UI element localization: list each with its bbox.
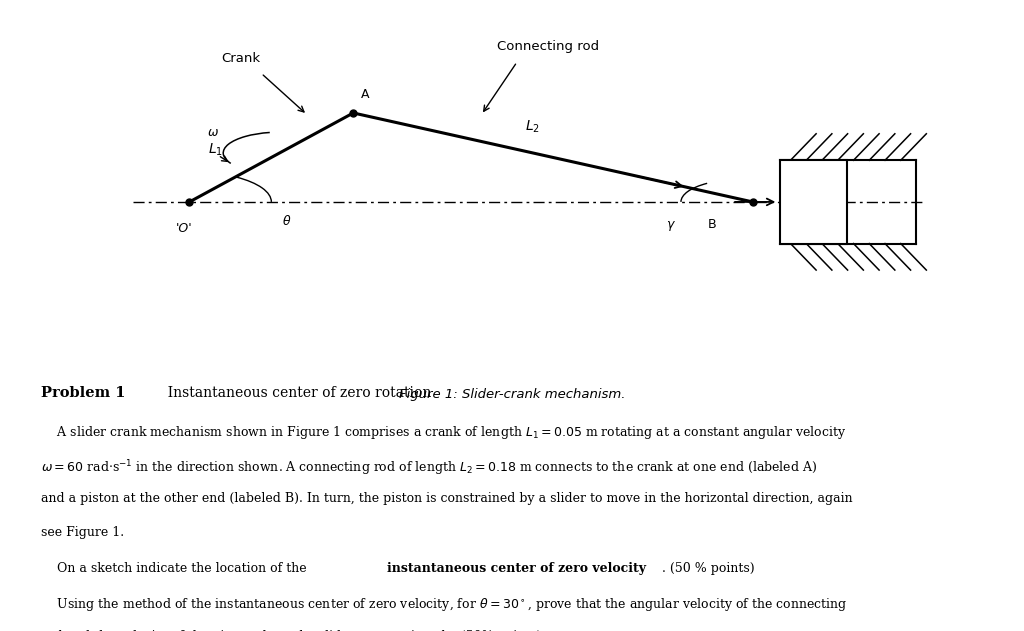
Text: B: B — [708, 218, 716, 232]
Text: 'O': 'O' — [176, 222, 193, 235]
Text: Connecting rod: Connecting rod — [497, 40, 599, 54]
Bar — [780, 160, 847, 244]
Text: . (50 % points): . (50 % points) — [662, 562, 754, 575]
Text: Crank: Crank — [221, 52, 260, 65]
Text: Figure 1: Slider-crank mechanism.: Figure 1: Slider-crank mechanism. — [398, 388, 626, 401]
Text: Problem 1: Problem 1 — [41, 386, 126, 400]
Text: $\theta$: $\theta$ — [282, 214, 292, 228]
Text: $\omega = 60$ rad$\cdot$s$^{-1}$ in the direction shown. A connecting rod of len: $\omega = 60$ rad$\cdot$s$^{-1}$ in the … — [41, 458, 817, 478]
Text: and a piston at the other end (labeled B). In turn, the piston is constrained by: and a piston at the other end (labeled B… — [41, 492, 853, 505]
Text: Instantaneous center of zero rotation: Instantaneous center of zero rotation — [159, 386, 431, 400]
Text: rod and the velocity of the piston along the slideway are given by (50% points): rod and the velocity of the piston along… — [41, 630, 542, 631]
Text: $\gamma$: $\gamma$ — [666, 220, 676, 233]
Text: On a sketch indicate the location of the: On a sketch indicate the location of the — [41, 562, 310, 575]
Text: see Figure 1.: see Figure 1. — [41, 526, 124, 540]
Text: instantaneous center of zero velocity: instantaneous center of zero velocity — [387, 562, 646, 575]
Text: $L_1$: $L_1$ — [208, 141, 222, 158]
Text: A: A — [361, 88, 370, 101]
Text: Using the method of the instantaneous center of zero velocity, for $\theta = 30^: Using the method of the instantaneous ce… — [41, 596, 848, 613]
Text: A slider crank mechanism shown in Figure 1 comprises a crank of length $L_1 = 0.: A slider crank mechanism shown in Figure… — [41, 424, 846, 441]
Text: $\omega$: $\omega$ — [207, 126, 219, 139]
Text: $L_2$: $L_2$ — [525, 119, 540, 135]
